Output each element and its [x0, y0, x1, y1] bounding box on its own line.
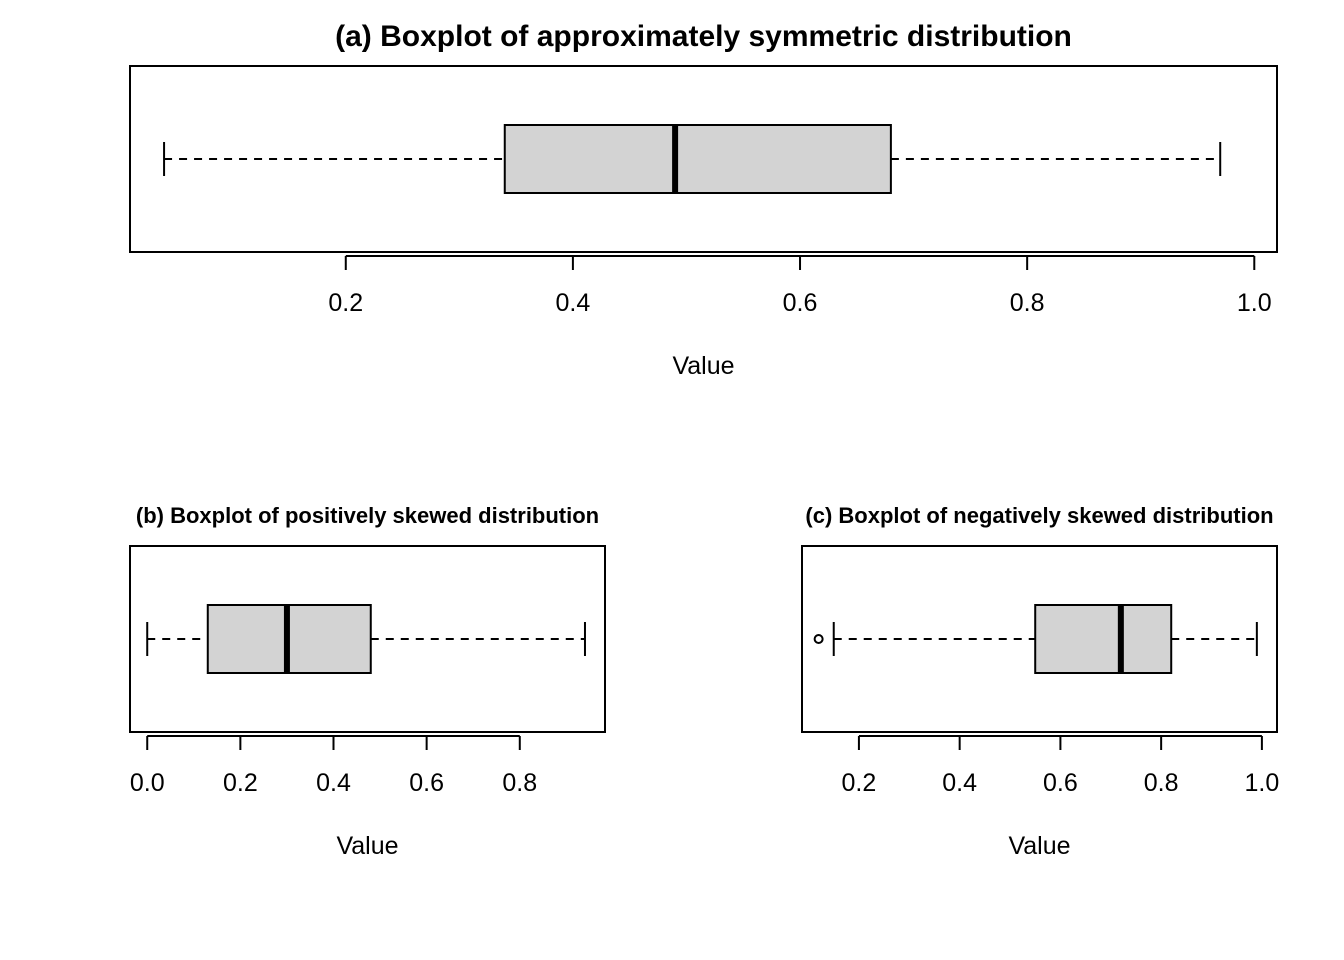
panel-b-frame	[129, 545, 606, 733]
panel-a-tick-label-3: 0.8	[1010, 289, 1045, 317]
panel-b-tick-label-2: 0.4	[316, 769, 351, 797]
panel-c-tick-label-4: 1.0	[1245, 769, 1280, 797]
panel-c-outlier-0	[813, 634, 824, 644]
panel-c-tick-label-1: 0.4	[942, 769, 977, 797]
panel-c-tick-label-0: 0.2	[842, 769, 877, 797]
panel-b-tick-label-0: 0.0	[130, 769, 165, 797]
panel-c-frame	[801, 545, 1278, 733]
panel-b-tick-label-1: 0.2	[223, 769, 258, 797]
panel-b-tick-label-3: 0.6	[409, 769, 444, 797]
panel-a-tick-label-1: 0.4	[556, 289, 591, 317]
panel-c-x-axis-label: Value	[1008, 832, 1070, 860]
panel-c-title: (c) Boxplot of negatively skewed distrib…	[805, 503, 1273, 528]
panel-b-x-axis-label: Value	[336, 832, 398, 860]
panel-a-title: (a) Boxplot of approximately symmetric d…	[335, 20, 1072, 53]
panel-c-tick-label-2: 0.6	[1043, 769, 1078, 797]
panel-a-tick-label-4: 1.0	[1237, 289, 1272, 317]
panel-a-tick-label-2: 0.6	[783, 289, 818, 317]
panel-c-box	[1034, 604, 1173, 674]
panel-b-tick-label-4: 0.8	[502, 769, 537, 797]
panel-a-frame	[129, 65, 1278, 253]
panel-b-title: (b) Boxplot of positively skewed distrib…	[136, 503, 599, 528]
panel-a-x-axis-label: Value	[672, 352, 734, 380]
panel-c-tick-label-3: 0.8	[1144, 769, 1179, 797]
panel-a-tick-label-0: 0.2	[328, 289, 363, 317]
panel-a-box	[503, 124, 892, 194]
